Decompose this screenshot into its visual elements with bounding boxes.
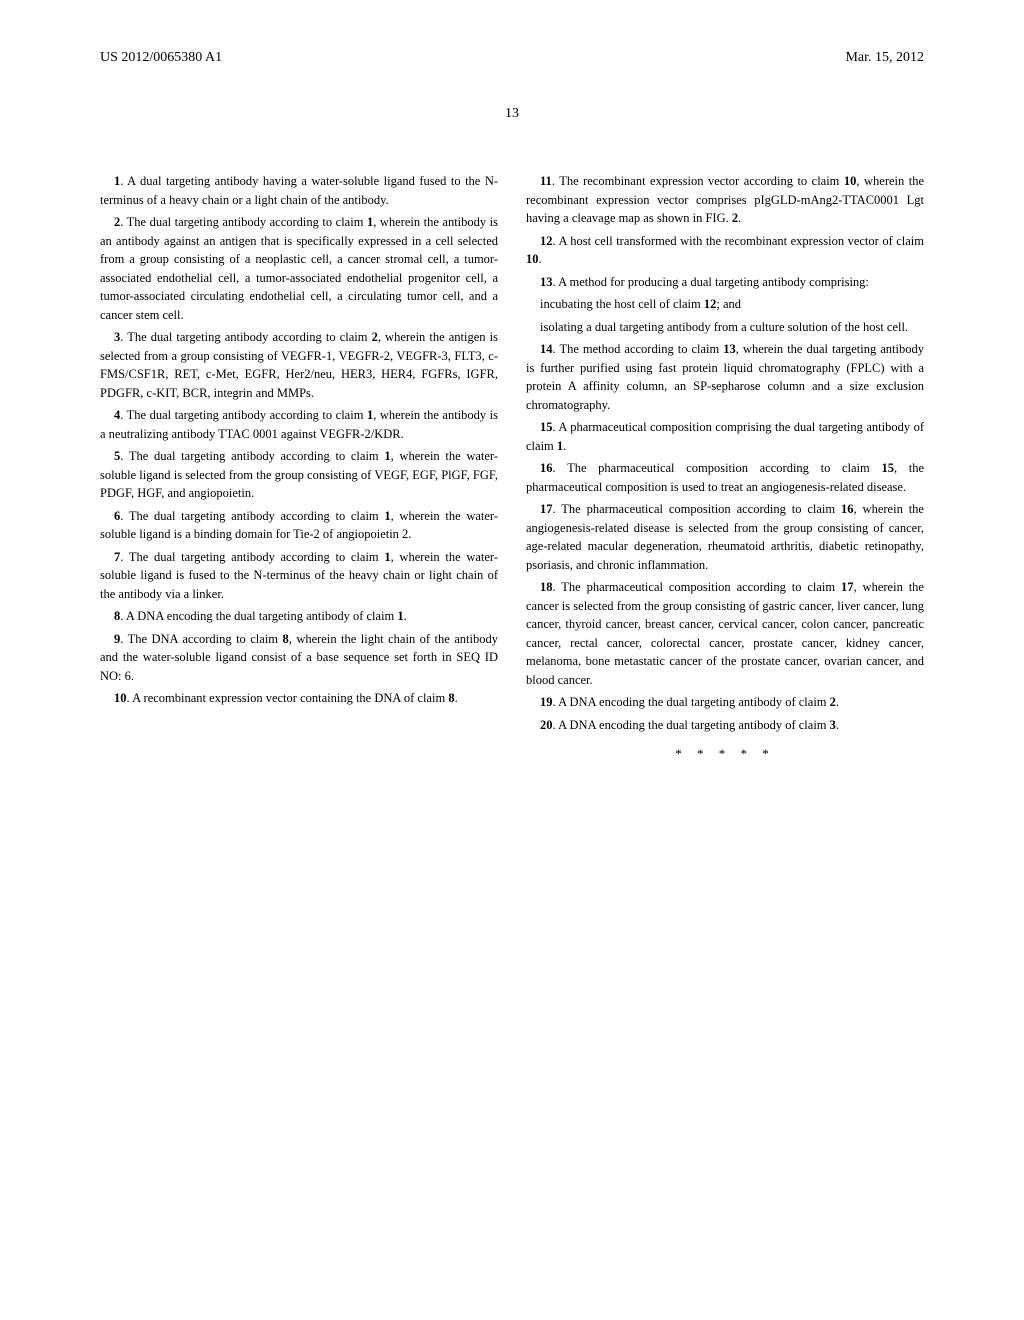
claim-15: 15. A pharmaceutical composition compris…	[526, 418, 924, 455]
claim-number: 14	[540, 342, 553, 356]
claim-number: 1	[114, 174, 120, 188]
claim-text: The dual targeting antibody according to…	[129, 509, 385, 523]
claim-2: 2. The dual targeting antibody according…	[100, 213, 498, 324]
claim-text: .	[738, 211, 741, 225]
claim-13-sub1: incubating the host cell of claim 12; an…	[540, 295, 924, 314]
claim-number: 7	[114, 550, 120, 564]
claim-4: 4. The dual targeting antibody according…	[100, 406, 498, 443]
claims-content: 1. A dual targeting antibody having a wa…	[100, 172, 924, 763]
claim-11: 11. The recombinant expression vector ac…	[526, 172, 924, 228]
claim-text: A DNA encoding the dual targeting antibo…	[558, 718, 830, 732]
claim-ref: 17	[841, 580, 854, 594]
claim-number: 15	[540, 420, 553, 434]
claim-text: .	[539, 252, 542, 266]
claim-text: The dual targeting antibody according to…	[129, 449, 385, 463]
claim-16: 16. The pharmaceutical composition accor…	[526, 459, 924, 496]
right-column: 11. The recombinant expression vector ac…	[526, 172, 924, 763]
left-column: 1. A dual targeting antibody having a wa…	[100, 172, 498, 763]
claim-number: 6	[114, 509, 120, 523]
claim-7: 7. The dual targeting antibody according…	[100, 548, 498, 604]
claim-number: 5	[114, 449, 120, 463]
publication-date: Mar. 15, 2012	[845, 50, 924, 66]
claim-text: A pharmaceutical composition comprising …	[526, 420, 924, 453]
claim-text: The DNA according to claim	[128, 632, 283, 646]
claim-6: 6. The dual targeting antibody according…	[100, 507, 498, 544]
claim-text: The dual targeting antibody according to…	[127, 330, 371, 344]
claim-text: The pharmaceutical composition according…	[561, 502, 841, 516]
claim-text: .	[563, 439, 566, 453]
claim-3: 3. The dual targeting antibody according…	[100, 328, 498, 402]
claim-text: A method for producing a dual targeting …	[558, 275, 869, 289]
claim-ref: 12	[704, 297, 717, 311]
claim-13-sub2: isolating a dual targeting antibody from…	[540, 318, 924, 337]
claim-17: 17. The pharmaceutical composition accor…	[526, 500, 924, 574]
claim-13: 13. A method for producing a dual target…	[526, 273, 924, 292]
claim-8: 8. A DNA encoding the dual targeting ant…	[100, 607, 498, 626]
claim-ref: 10	[844, 174, 857, 188]
claim-text: incubating the host cell of claim	[540, 297, 704, 311]
claim-20: 20. A DNA encoding the dual targeting an…	[526, 716, 924, 735]
claim-ref: 16	[841, 502, 854, 516]
claim-number: 8	[114, 609, 120, 623]
claim-text: A recombinant expression vector containi…	[132, 691, 448, 705]
claim-text: The dual targeting antibody according to…	[129, 550, 385, 564]
claim-12: 12. A host cell transformed with the rec…	[526, 232, 924, 269]
claim-number: 2	[114, 215, 120, 229]
claim-text: A host cell transformed with the recombi…	[558, 234, 924, 248]
claim-10: 10. A recombinant expression vector cont…	[100, 689, 498, 708]
claim-number: 9	[114, 632, 120, 646]
claim-text: , wherein the antibody is an antibody ag…	[100, 215, 498, 322]
end-marker: * * * * *	[526, 744, 924, 763]
claim-number: 11	[540, 174, 552, 188]
claim-ref: 10	[526, 252, 539, 266]
claim-text: .	[836, 695, 839, 709]
claim-text: ; and	[716, 297, 741, 311]
claim-number: 16	[540, 461, 553, 475]
claim-number: 20	[540, 718, 553, 732]
claim-number: 4	[114, 408, 120, 422]
claim-number: 19	[540, 695, 553, 709]
claim-number: 18	[540, 580, 553, 594]
claim-text: A DNA encoding the dual targeting antibo…	[126, 609, 398, 623]
claim-text: The pharmaceutical composition according…	[561, 580, 841, 594]
claim-text: isolating a dual targeting antibody from…	[540, 320, 908, 334]
claim-number: 3	[114, 330, 120, 344]
claim-14: 14. The method according to claim 13, wh…	[526, 340, 924, 414]
claim-18: 18. The pharmaceutical composition accor…	[526, 578, 924, 689]
claim-text: , wherein the cancer is selected from th…	[526, 580, 924, 687]
claim-5: 5. The dual targeting antibody according…	[100, 447, 498, 503]
page-number: 13	[100, 106, 924, 122]
claim-19: 19. A DNA encoding the dual targeting an…	[526, 693, 924, 712]
claim-text: .	[404, 609, 407, 623]
claim-9: 9. The DNA according to claim 8, wherein…	[100, 630, 498, 686]
claim-text: The method according to claim	[559, 342, 723, 356]
claim-text: .	[836, 718, 839, 732]
claim-ref: 15	[881, 461, 894, 475]
claim-text: The pharmaceutical composition according…	[567, 461, 881, 475]
claim-text: The recombinant expression vector accord…	[559, 174, 844, 188]
claim-number: 10	[114, 691, 127, 705]
claim-text: The dual targeting antibody according to…	[127, 215, 367, 229]
claim-number: 13	[540, 275, 553, 289]
claim-text: .	[455, 691, 458, 705]
claim-number: 12	[540, 234, 553, 248]
claim-number: 17	[540, 502, 553, 516]
claim-text: A dual targeting antibody having a water…	[100, 174, 498, 207]
claim-text: The dual targeting antibody according to…	[127, 408, 367, 422]
page-header: US 2012/0065380 A1 Mar. 15, 2012	[100, 50, 924, 66]
claim-text: A DNA encoding the dual targeting antibo…	[558, 695, 830, 709]
claim-ref: 13	[723, 342, 736, 356]
document-number: US 2012/0065380 A1	[100, 50, 222, 66]
claim-1: 1. A dual targeting antibody having a wa…	[100, 172, 498, 209]
